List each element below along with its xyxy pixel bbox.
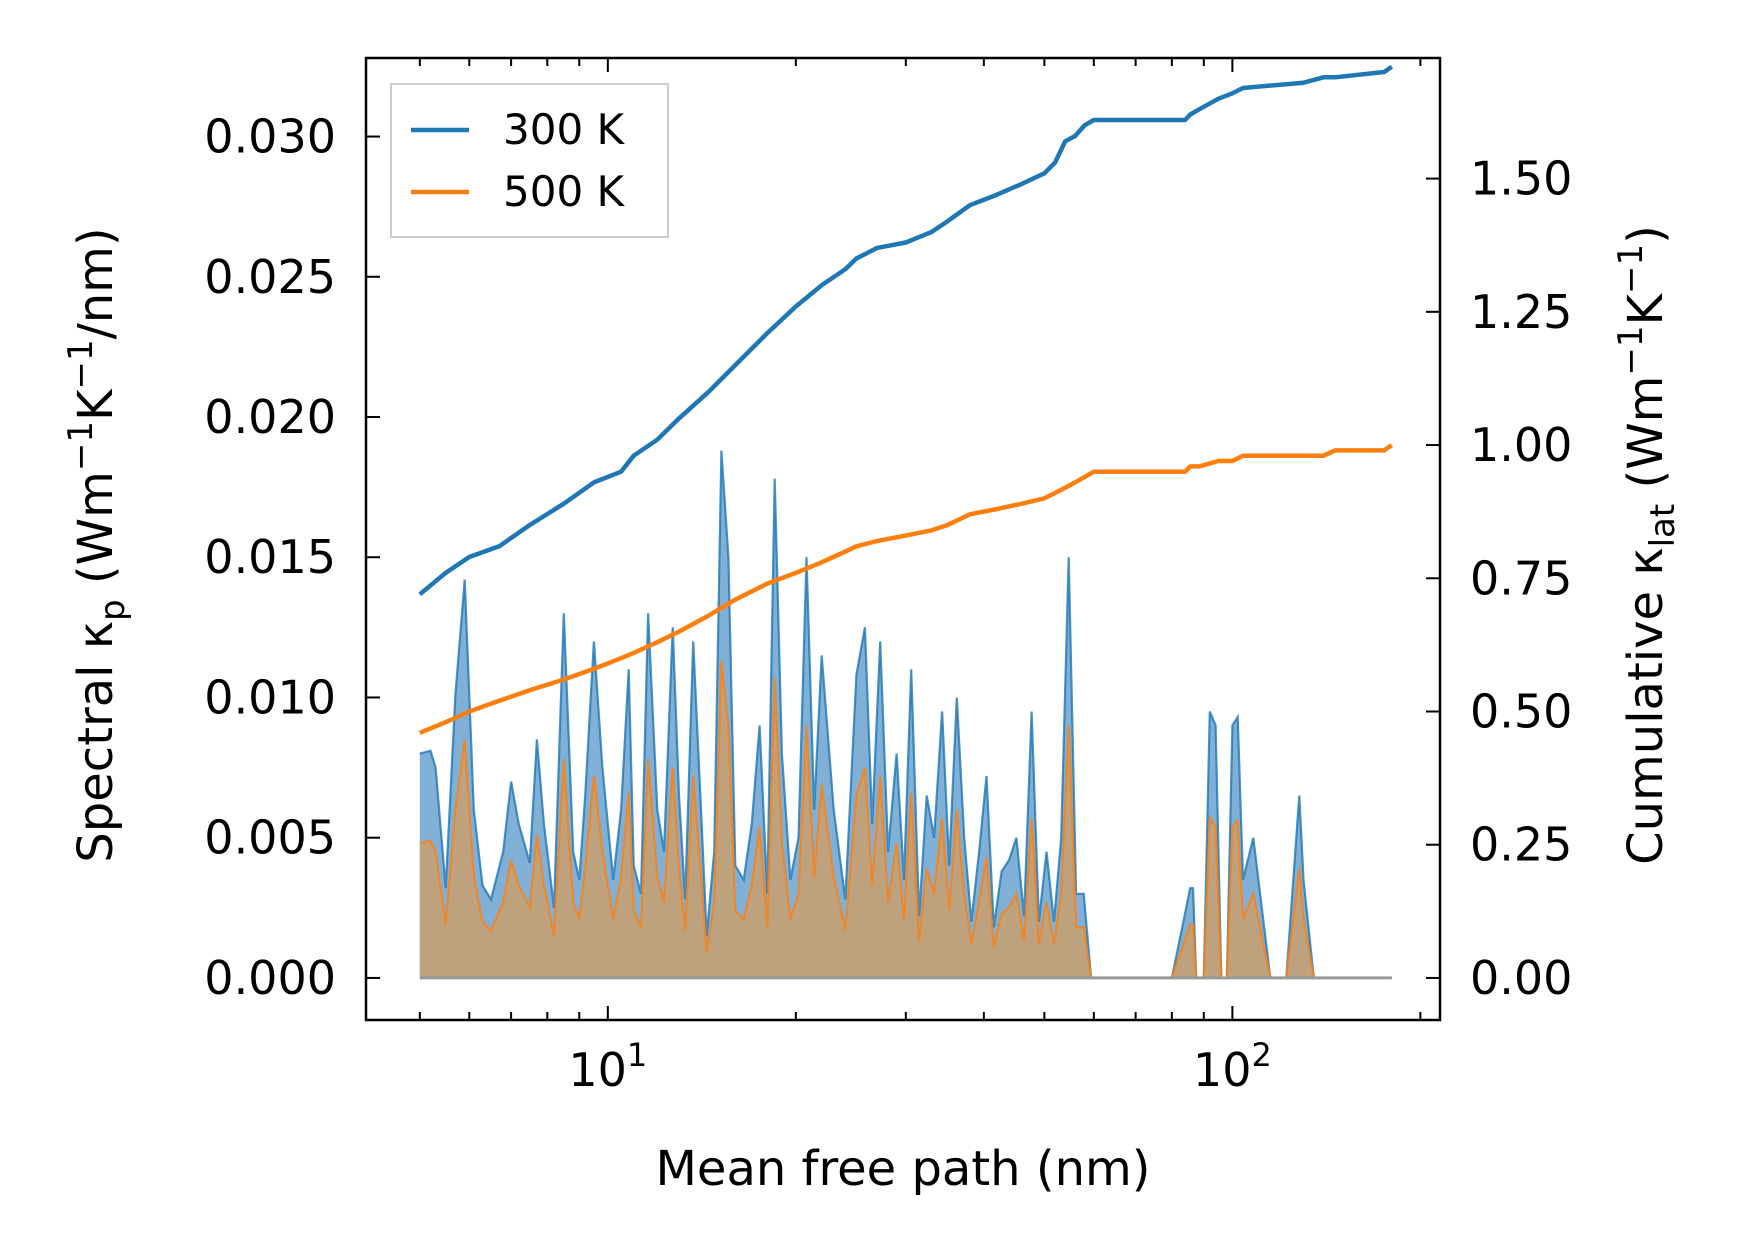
x-tick-label: 102 [1193, 1036, 1272, 1097]
y-right-tick-label: 1.50 [1470, 152, 1572, 206]
axes-layer: 101 102 0.000 0.005 0.010 0.015 0.020 0.025 0.03… [61, 56, 1683, 1197]
legend-label: 500 K [503, 167, 626, 216]
legend: 300 K 500 K [390, 83, 669, 238]
cumulative-line-300k [418, 64, 1394, 597]
plot-area [418, 64, 1394, 980]
y-left-tick-label: 0.015 [204, 530, 336, 584]
y-left-tick-label: 0.025 [204, 250, 336, 304]
cumulative-line-500k [418, 443, 1394, 735]
y-right-tick-label: 1.25 [1470, 285, 1572, 339]
y-right-tick-label: 0.00 [1470, 951, 1572, 1005]
y-right-tick-label: 0.50 [1470, 685, 1572, 739]
y-right-tick-label: 1.00 [1470, 418, 1572, 472]
y-right-tick-label: 0.25 [1470, 818, 1572, 872]
legend-box [390, 83, 669, 238]
y-left-tick-label: 0.000 [204, 951, 336, 1005]
x-tick-label: 101 [568, 1036, 647, 1097]
y-left-tick-label: 0.030 [204, 110, 336, 164]
y-left-axis-title: Spectral κp (Wm−1K−1/nm) [61, 227, 133, 862]
x-axis-title: Mean free path (nm) [656, 1141, 1151, 1197]
y-left-tick-label: 0.010 [204, 670, 336, 724]
legend-label: 300 K [503, 105, 626, 154]
spectral-line-300k [419, 450, 1392, 979]
axes-frame [364, 56, 1442, 1022]
y-right-tick-label: 0.75 [1470, 551, 1572, 605]
y-right-axis-title: Cumulative κlat (Wm−1K−1) [1611, 225, 1683, 865]
spectral-line-500k [419, 660, 1392, 979]
y-left-tick-label: 0.005 [204, 811, 336, 865]
y-left-tick-label: 0.020 [204, 390, 336, 444]
